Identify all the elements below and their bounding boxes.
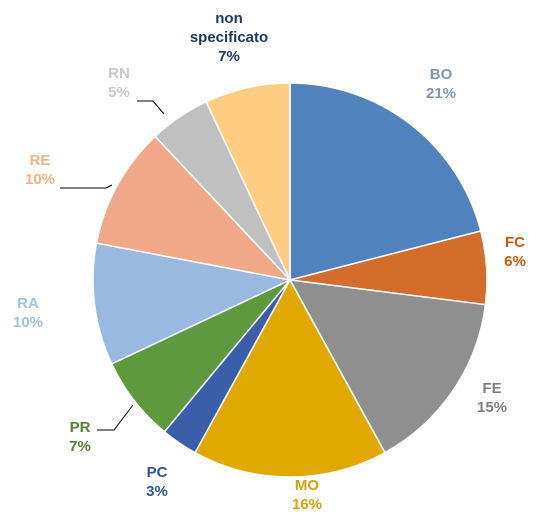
slice — [194, 278, 386, 478]
slice-label: PR 7% — [35, 418, 125, 456]
category-label: non specificato — [189, 9, 269, 46]
category-label: PC — [146, 464, 168, 481]
category-label: RE — [29, 152, 51, 169]
category-label: RN — [108, 65, 130, 82]
category-label: PR — [69, 419, 91, 436]
slice — [288, 279, 487, 454]
value-label: 7% — [218, 47, 240, 65]
value-label: 3% — [146, 483, 168, 500]
slice-label: BO 21% — [396, 65, 486, 103]
slice-label: non specificato 7% — [189, 9, 269, 66]
slice-label: RA 10% — [0, 294, 73, 332]
category-label: BO — [429, 66, 453, 83]
slice — [205, 82, 291, 281]
value-label: 6% — [504, 253, 526, 270]
slice-label: FE 15% — [447, 379, 533, 417]
leader-line — [60, 184, 113, 189]
slice — [289, 82, 482, 281]
slice-label: PC 3% — [112, 463, 202, 501]
slice — [92, 242, 293, 365]
value-label: 10% — [12, 314, 44, 331]
category-label: FC — [505, 234, 525, 251]
category-label: RA — [17, 295, 39, 312]
value-label: 16% — [291, 496, 323, 513]
slice-label: FC 6% — [470, 233, 533, 271]
value-label: 15% — [476, 399, 508, 416]
slice-label: RE 10% — [0, 151, 85, 189]
slice-label: RN 5% — [74, 64, 164, 102]
value-label: 21% — [425, 85, 457, 102]
leader-line — [97, 404, 134, 431]
value-label: 10% — [24, 171, 56, 188]
slice — [95, 135, 293, 282]
slice-label: MO 16% — [262, 476, 352, 514]
category-label: MO — [294, 477, 320, 494]
value-label: 5% — [108, 84, 130, 101]
leader-line — [137, 100, 165, 115]
category-label: FE — [482, 380, 502, 397]
value-label: 7% — [69, 438, 91, 455]
